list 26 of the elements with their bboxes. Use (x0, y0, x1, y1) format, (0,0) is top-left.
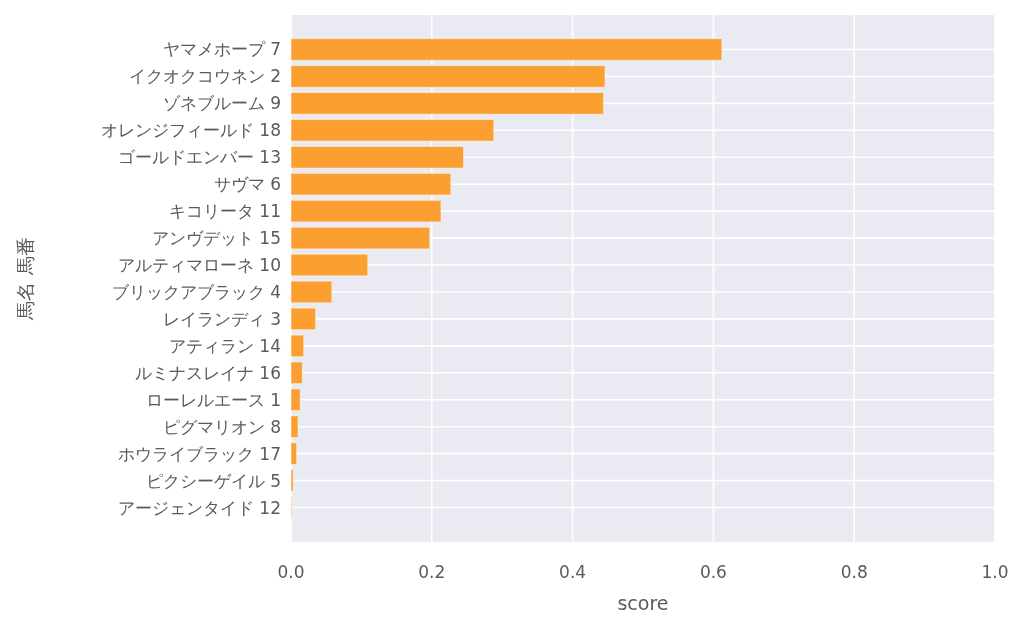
y-tick-label: アティラン 14 (168, 335, 281, 356)
x-tick-label: 0.2 (418, 562, 446, 582)
x-tick-label: 1.0 (981, 562, 1009, 582)
y-tick-label: ゾネブルーム 9 (162, 93, 281, 114)
y-tick-label: アージェンタイド 12 (117, 497, 281, 518)
x-tick-label: 0.8 (840, 562, 868, 582)
x-tick-label: 0.4 (559, 562, 587, 582)
y-tick-label: ローレルエース 1 (145, 389, 281, 410)
xlabel: score (617, 592, 669, 614)
y-tick-label: ルミナスレイナ 16 (134, 362, 281, 383)
y-tick-label: アルティマローネ 10 (117, 255, 281, 276)
ylabel: 馬名 馬番 (14, 237, 36, 320)
y-tick-label: ホウライブラック 17 (117, 443, 281, 464)
x-tick-label: 0.0 (277, 562, 305, 582)
y-tick-label: サヴマ 6 (213, 174, 281, 195)
y-tick-label: キコリータ 11 (168, 201, 281, 222)
y-tick-label: イクオクコウネン 2 (128, 66, 281, 87)
y-tick-label: オレンジフィールド 18 (100, 120, 281, 141)
y-tick-label: ゴールドエンバー 13 (117, 147, 281, 168)
y-tick-label: ブリックアブラック 4 (111, 281, 281, 302)
y-tick-label: アンヴデット 15 (151, 228, 281, 249)
x-tick-label: 0.6 (699, 562, 727, 582)
y-tick-label: ヤマメホープ 7 (162, 39, 281, 60)
y-tick-label: レイランディ 3 (162, 308, 281, 329)
y-tick-label: ピグマリオン 8 (162, 416, 281, 437)
y-tick-label: ピクシーゲイル 5 (145, 470, 281, 491)
